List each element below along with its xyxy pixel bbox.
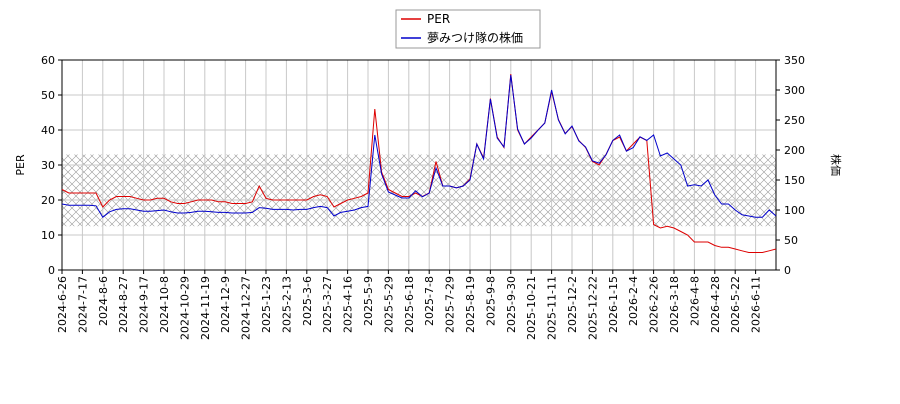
- y2-tick-label: 50: [784, 234, 798, 247]
- x-tick-label: 2026-1-15: [607, 276, 620, 333]
- y-tick-label: 10: [41, 229, 55, 242]
- y-tick-label: 60: [41, 54, 55, 67]
- y-tick-label: 30: [41, 159, 55, 172]
- x-tick-label: 2025-7-8: [423, 276, 436, 326]
- x-tick-label: 2025-4-16: [342, 276, 355, 333]
- x-tick-label: 2025-9-8: [484, 276, 497, 326]
- x-tick-label: 2024-7-17: [76, 276, 89, 333]
- legend-label: PER: [427, 12, 450, 26]
- x-tick-label: 2026-3-18: [668, 276, 681, 333]
- x-tick-label: 2025-11-11: [546, 276, 559, 340]
- legend-box: [395, 9, 541, 49]
- x-tick-label: 2026-4-28: [709, 276, 722, 333]
- x-tick-label: 2024-10-29: [178, 276, 191, 340]
- x-tick-label: 2025-1-23: [260, 276, 273, 333]
- x-tick-label: 2024-10-8: [158, 276, 171, 333]
- x-tick-label: 2025-5-9: [362, 276, 375, 326]
- x-tick-label: 2024-12-9: [219, 276, 232, 333]
- x-tick-label: 2024-8-27: [117, 276, 130, 333]
- x-tick-label: 2024-12-27: [240, 276, 253, 340]
- y2-tick-label: 250: [784, 114, 805, 127]
- y-axis-label: PER: [14, 154, 27, 176]
- x-tick-label: 2026-5-22: [729, 276, 742, 333]
- y2-tick-label: 350: [784, 54, 805, 67]
- x-tick-label: 2025-12-2: [566, 276, 579, 333]
- x-tick-label: 2025-2-13: [280, 276, 293, 333]
- x-tick-label: 2025-6-18: [403, 276, 416, 333]
- x-tick-label: 2025-3-27: [321, 276, 334, 333]
- x-tick-label: 2025-7-29: [444, 276, 457, 333]
- y-tick-label: 20: [41, 194, 55, 207]
- x-tick-label: 2025-3-6: [301, 276, 314, 326]
- plot-frame: [61, 59, 777, 271]
- x-tick-label: 2025-9-30: [505, 276, 518, 333]
- x-tick-label: 2024-8-6: [97, 276, 110, 326]
- x-tick-label: 2025-12-22: [586, 276, 599, 340]
- y2-tick-label: 0: [784, 264, 791, 277]
- legend-label: 夢みつけ隊の株価: [427, 30, 523, 45]
- x-tick-label: 2024-11-19: [199, 276, 212, 340]
- x-tick-label: 2024-9-17: [138, 276, 151, 333]
- x-tick-label: 2026-2-4: [627, 276, 640, 326]
- x-tick-label: 2025-8-19: [464, 276, 477, 333]
- y-tick-label: 50: [41, 89, 55, 102]
- x-tick-label: 2024-6-26: [56, 276, 69, 333]
- y2-tick-label: 300: [784, 84, 805, 97]
- series-line: [61, 73, 777, 253]
- x-tick-label: 2026-4-8: [688, 276, 701, 326]
- series-line: [61, 74, 777, 218]
- shaded-range: [62, 154, 776, 227]
- x-tick-label: 2025-10-21: [525, 276, 538, 340]
- y2-tick-label: 100: [784, 204, 805, 217]
- x-tick-label: 2025-5-29: [382, 276, 395, 333]
- legend: PER 夢みつけ隊の株価: [395, 9, 541, 49]
- y2-tick-label: 150: [784, 174, 805, 187]
- y2-tick-label: 200: [784, 144, 805, 157]
- y-tick-label: 0: [48, 264, 55, 277]
- y2-axis-label: 株価: [829, 154, 843, 176]
- x-tick-label: 2026-6-11: [750, 276, 763, 333]
- x-tick-label: 2026-2-26: [648, 276, 661, 333]
- y-tick-label: 40: [41, 124, 55, 137]
